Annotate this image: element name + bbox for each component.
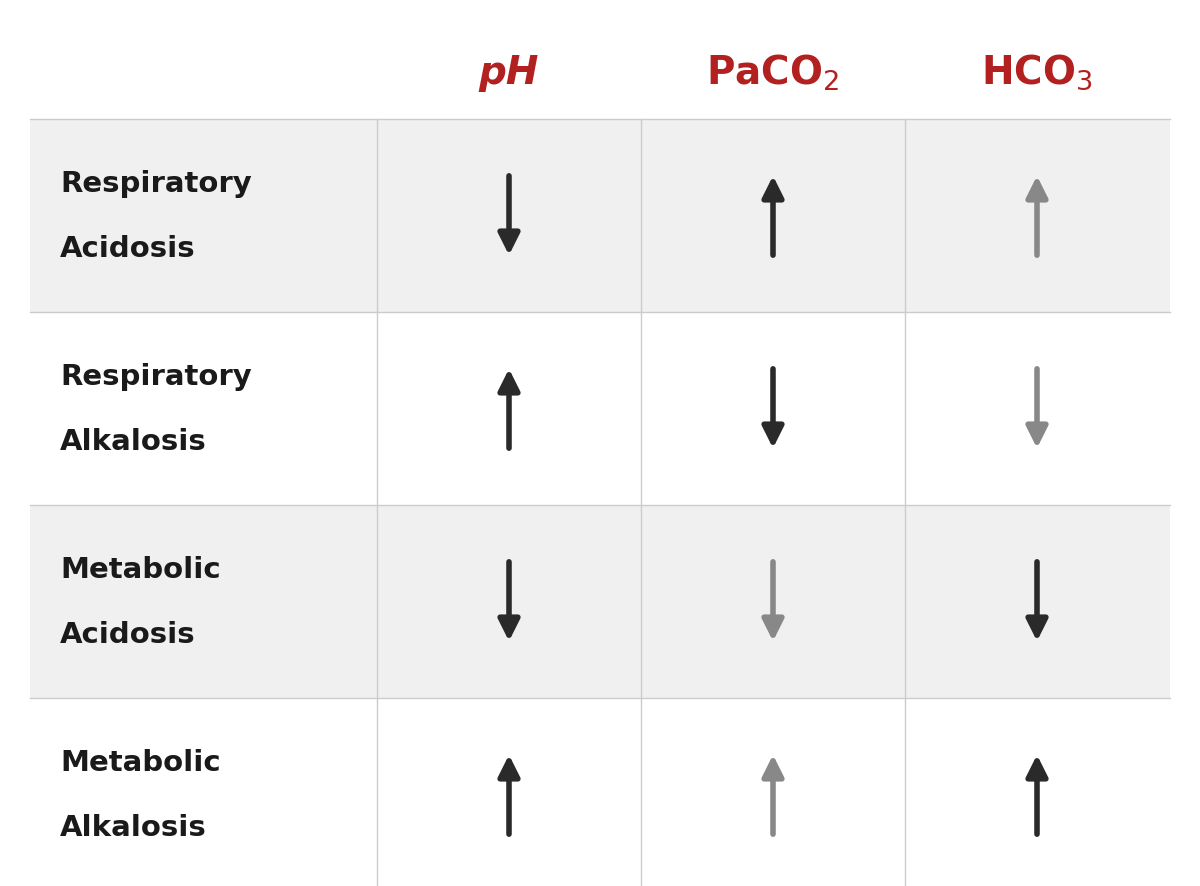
Text: Alkalosis: Alkalosis xyxy=(60,428,206,455)
Text: Respiratory: Respiratory xyxy=(60,362,252,390)
Text: PaCO$_2$: PaCO$_2$ xyxy=(707,52,840,92)
Text: Alkalosis: Alkalosis xyxy=(60,813,206,842)
Text: Metabolic: Metabolic xyxy=(60,748,221,776)
Text: Acidosis: Acidosis xyxy=(60,620,196,649)
Text: HCO$_3$: HCO$_3$ xyxy=(982,52,1093,92)
Text: Metabolic: Metabolic xyxy=(60,555,221,583)
Bar xyxy=(30,313,1170,505)
Bar xyxy=(30,505,1170,698)
Text: pH: pH xyxy=(479,53,539,91)
Bar xyxy=(30,698,1170,886)
Text: Respiratory: Respiratory xyxy=(60,169,252,198)
Text: Acidosis: Acidosis xyxy=(60,235,196,263)
Bar xyxy=(30,120,1170,313)
